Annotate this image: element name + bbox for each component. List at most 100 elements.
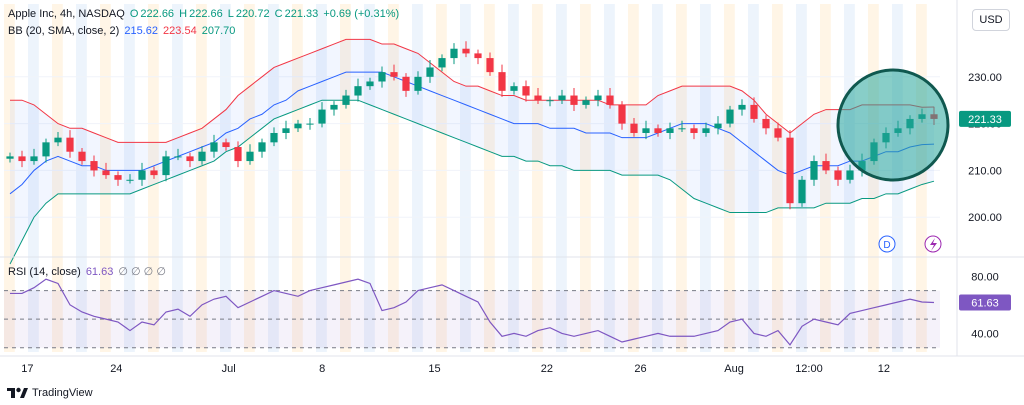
symbol-name[interactable]: Apple Inc, 4h, NASDAQ bbox=[8, 8, 125, 20]
candle-body bbox=[198, 151, 206, 162]
price-tick-label: 230.00 bbox=[968, 72, 1002, 84]
session-stripe bbox=[100, 4, 111, 352]
bb-label[interactable]: BB (20, SMA, close, 2) bbox=[8, 25, 120, 37]
session-stripe bbox=[916, 4, 927, 352]
rsi-last-box bbox=[959, 294, 1011, 311]
rsi-header: RSI (14, close) 61.63 ∅ ∅ ∅ ∅ bbox=[8, 265, 168, 278]
candle-body bbox=[834, 170, 842, 180]
rsi-label[interactable]: RSI (14, close) bbox=[8, 266, 81, 278]
candle-body bbox=[678, 128, 686, 130]
time-tick-label: Aug bbox=[724, 363, 744, 375]
candle-body bbox=[666, 128, 674, 133]
candle-body bbox=[642, 128, 650, 133]
time-tick-label: Jul bbox=[222, 363, 236, 375]
bb-header: BB (20, SMA, close, 2) 215.62 223.54 207… bbox=[8, 25, 237, 37]
session-stripe bbox=[436, 4, 447, 352]
candle-body bbox=[402, 76, 410, 91]
dividend-marker bbox=[878, 235, 896, 253]
candle-body bbox=[522, 86, 530, 96]
session-stripe bbox=[484, 4, 495, 352]
event-markers: D bbox=[878, 235, 942, 253]
low-label: L bbox=[227, 8, 234, 20]
lightning-bolt-icon bbox=[930, 238, 937, 251]
candle-body bbox=[246, 151, 254, 162]
high-label: H bbox=[179, 8, 188, 20]
candle-body bbox=[390, 72, 398, 77]
session-stripe bbox=[700, 4, 711, 352]
rsi-tick-label: 80.00 bbox=[971, 271, 999, 283]
time-tick-label: 24 bbox=[110, 363, 122, 375]
candle-body bbox=[90, 161, 98, 171]
bb-mid-value: 215.62 bbox=[124, 25, 158, 37]
candle-body bbox=[330, 104, 338, 110]
time-tick-label: 22 bbox=[541, 363, 553, 375]
session-stripe bbox=[772, 4, 783, 352]
session-stripe bbox=[316, 4, 327, 352]
candle-body bbox=[66, 137, 74, 152]
session-stripe bbox=[364, 4, 375, 352]
candle-body bbox=[30, 156, 38, 162]
candle-body bbox=[234, 147, 242, 162]
candle-body bbox=[702, 128, 710, 133]
rsi-tick-label: 40.00 bbox=[971, 328, 999, 340]
time-tick-label: 8 bbox=[319, 363, 325, 375]
price-tick-label: 200.00 bbox=[968, 212, 1002, 224]
session-stripe bbox=[172, 4, 183, 352]
highlight-circle bbox=[836, 68, 950, 182]
time-tick-label: 12:00 bbox=[795, 363, 823, 375]
candle-body bbox=[774, 128, 782, 138]
dividend-label: D bbox=[883, 240, 890, 251]
candle-body bbox=[486, 58, 494, 73]
candle-body bbox=[438, 58, 446, 68]
session-stripe bbox=[604, 4, 615, 352]
candle-body bbox=[414, 76, 422, 91]
rsi-line bbox=[10, 278, 935, 346]
candle-body bbox=[810, 161, 818, 180]
time-tick-label: 15 bbox=[428, 363, 440, 375]
time-tick-label: 17 bbox=[21, 363, 33, 375]
session-stripe bbox=[532, 4, 543, 352]
candle-body bbox=[558, 95, 566, 101]
bb-upper-line bbox=[10, 38, 935, 143]
candle-body bbox=[534, 95, 542, 101]
tradingview-icon bbox=[7, 387, 28, 398]
candle-body bbox=[822, 161, 830, 171]
rsi-pane bbox=[4, 278, 940, 349]
candle-body bbox=[606, 95, 614, 105]
candle-body bbox=[366, 81, 374, 87]
session-stripe bbox=[388, 4, 399, 352]
candle-body bbox=[726, 109, 734, 124]
candle-body bbox=[582, 100, 590, 105]
close-value: 221.33 bbox=[284, 8, 319, 20]
currency-button[interactable]: USD bbox=[972, 9, 1010, 31]
session-stripe bbox=[508, 4, 519, 352]
session-stripe bbox=[4, 4, 15, 352]
candle-body bbox=[618, 104, 626, 124]
session-stripe bbox=[412, 4, 423, 352]
candle-body bbox=[426, 67, 434, 77]
candle-body bbox=[270, 132, 278, 143]
session-stripe bbox=[580, 4, 591, 352]
bb-lower-line bbox=[9, 99, 935, 265]
candle-body bbox=[498, 72, 506, 91]
tradingview-logo[interactable]: TradingView bbox=[6, 387, 93, 399]
candle-body bbox=[738, 104, 746, 110]
candle-body bbox=[546, 100, 554, 102]
candle-body bbox=[258, 142, 266, 152]
candle-body bbox=[138, 170, 146, 180]
candle-body bbox=[150, 170, 158, 176]
high-value: 222.66 bbox=[189, 8, 223, 20]
candle-body bbox=[222, 142, 230, 148]
candle-body bbox=[654, 128, 662, 133]
candle-body bbox=[78, 151, 86, 162]
open-label: O bbox=[129, 8, 139, 20]
candle-body bbox=[18, 156, 26, 162]
candle-body bbox=[798, 179, 806, 204]
session-stripe bbox=[556, 4, 567, 352]
session-stripe bbox=[628, 4, 639, 352]
highlight-circle bbox=[836, 68, 950, 182]
axes: 200.00210.00220.00230.00221.3340.0060.00… bbox=[0, 0, 1024, 375]
session-stripe bbox=[748, 4, 759, 352]
